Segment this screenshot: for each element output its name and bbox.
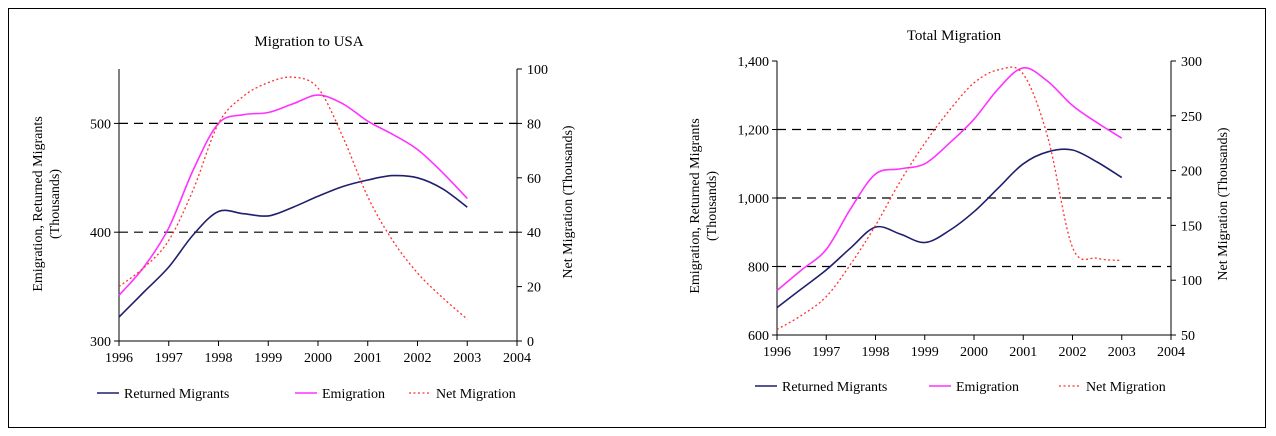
chart-1-x-tick-label: 2004 [503,351,531,366]
chart-1-x-tick-label: 1997 [155,351,183,366]
chart-1-y2-tick-label: 0 [527,335,534,350]
figure-frame: Migration to USA Emigration, Returned Mi… [8,8,1266,428]
chart-1-y2-tick-label: 60 [527,172,541,187]
chart-2-title: Total Migration [907,28,1002,44]
chart-1-y-tick-label: 400 [90,226,111,241]
chart-2-x-tick-label: 1998 [862,345,890,360]
chart-2-y-tick-label: 1,200 [738,124,770,139]
chart-2-y-tick-label: 600 [748,329,769,344]
chart-1-plot: 1996 1997 1998 1999 2000 2001 2002 2003 2004 300 4… [90,63,548,366]
chart-1-y-tick-label: 300 [90,335,111,350]
chart-1-y2label: Net Migration (Thousands) [561,125,576,279]
chart-2-y2-tick-label: 300 [1181,55,1202,70]
chart-1-legend-label: Net Migration [436,387,516,402]
chart-2-y-tick-label: 1,400 [738,55,770,70]
chart-2-plot: 1996 1997 1998 1999 2000 2001 2002 2003 2004 600 8… [738,55,1203,360]
chart-2-x-tick-label: 2002 [1059,345,1087,360]
chart-2-legend-label: Returned Migrants [782,380,887,395]
chart-1-ylabel-line-2: (Thousands) [48,169,63,239]
chart-1-title: Migration to USA [254,34,363,50]
chart-2-legend-label: Net Migration [1086,380,1166,395]
chart-1-x-tick-label: 2003 [453,351,481,366]
chart-1-y2-tick-label: 40 [527,226,541,241]
chart-2-series-net-migration [776,66,1122,331]
chart-2-ylabel-line-2: (Thousands) [705,171,720,241]
chart-2-x-tick-label: 2000 [960,345,988,360]
charts-canvas: Migration to USA Emigration, Returned Mi… [31,28,1231,402]
chart-2-ylabel-line-1: Emigration, Returned Migrants [688,118,703,293]
chart-2-y2-tick-label: 50 [1181,329,1195,344]
chart-1-series-returned-migrants [118,174,468,318]
chart-1-x-tick-label: 1996 [105,351,133,366]
chart-2-series-returned-migrants [776,148,1123,309]
chart-1-y2-tick-label: 20 [527,281,541,296]
chart-2-y-tick-label: 1,000 [738,192,770,207]
chart-1-ylabel-line-1: Emigration, Returned Migrants [31,116,46,291]
chart-2-x-tick-label: 1997 [812,345,840,360]
chart-1-legend-label: Returned Migrants [124,387,229,402]
chart-2-x-tick-label: 1999 [911,345,939,360]
chart-2-x-tick-label: 1996 [763,345,791,360]
chart-2-y2-tick-label: 200 [1181,165,1202,180]
chart-1-y-tick-label: 500 [90,117,111,132]
chart-1-legend: Returned Migrants Emigration Net Migration [97,387,516,402]
chart-1-series-emigration [118,94,468,296]
chart-2-y2-tick-label: 250 [1181,110,1202,125]
chart-1-x-tick-label: 2001 [354,351,382,366]
chart-1-y2-tick-label: 100 [527,63,548,78]
chart-2-x-tick-label: 2003 [1108,345,1136,360]
chart-2-y2-tick-label: 150 [1181,219,1202,234]
chart-1-y2-tick-label: 80 [527,117,541,132]
chart-2-y2label: Net Migration (Thousands) [1216,127,1231,281]
chart-2-x-tick-label: 2004 [1157,345,1185,360]
chart-2-legend: Returned Migrants Emigration Net Migration [755,380,1166,395]
chart-2-y-tick-label: 800 [748,261,769,276]
chart-2-legend-label: Emigration [956,380,1019,395]
chart-1-x-tick-label: 2002 [404,351,432,366]
chart-2-x-tick-label: 2001 [1009,345,1037,360]
chart-1-x-tick-label: 2000 [304,351,332,366]
chart-1-x-tick-label: 1998 [205,351,233,366]
chart-2-series-emigration [776,67,1123,292]
chart-2-y2-tick-label: 100 [1181,274,1202,289]
chart-1-series-net-migration [118,76,468,320]
chart-1-legend-label: Emigration [322,387,385,402]
chart-1-x-tick-label: 1999 [254,351,282,366]
